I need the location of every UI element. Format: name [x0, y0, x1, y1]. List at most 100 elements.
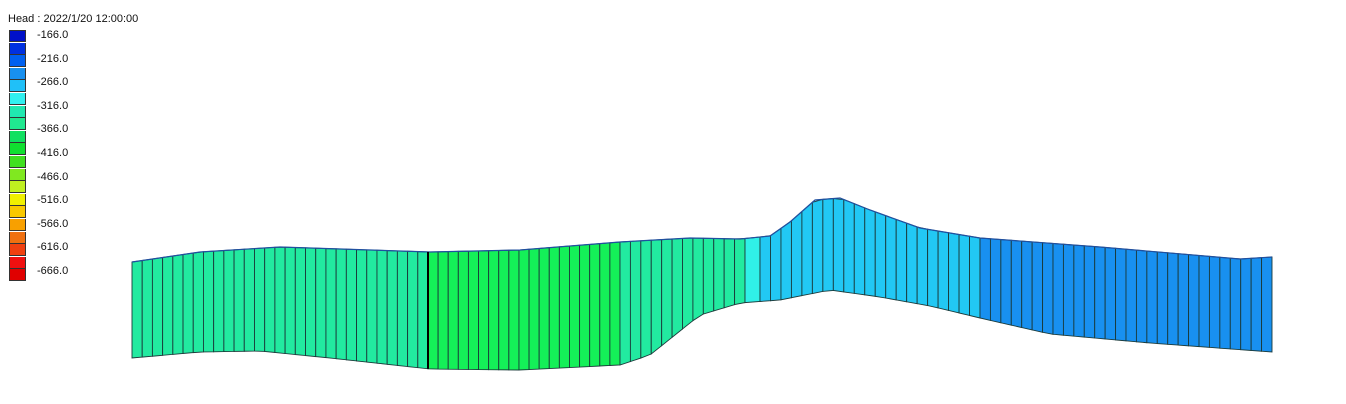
model-cell	[528, 247, 540, 371]
model-cell	[548, 246, 560, 370]
model-cell	[294, 247, 306, 357]
model-cell	[874, 211, 887, 299]
legend-swatch	[9, 67, 26, 80]
model-cell	[1135, 249, 1148, 344]
model-cell	[906, 222, 918, 305]
model-cell	[182, 252, 194, 354]
model-cell	[937, 230, 950, 312]
legend-swatch	[9, 219, 26, 231]
model-cell	[1052, 242, 1064, 336]
model-cell	[1250, 257, 1263, 352]
model-cell	[916, 226, 929, 307]
model-cell	[629, 240, 642, 363]
legend-swatch	[9, 193, 26, 206]
legend-label: -516.0	[37, 194, 69, 207]
legend-swatch	[9, 118, 26, 131]
legend-label: -666.0	[37, 265, 69, 277]
model-cell	[284, 246, 296, 356]
model-cell	[558, 245, 570, 369]
model-cell	[518, 248, 530, 371]
legend-swatch	[9, 55, 26, 68]
model-cell	[927, 228, 939, 309]
model-cell	[213, 250, 225, 353]
model-cell	[1104, 246, 1117, 341]
legend-swatch	[9, 269, 26, 282]
model-cell	[692, 237, 704, 322]
legend-label: -266.0	[37, 76, 69, 89]
model-cell	[1208, 255, 1221, 349]
chart-title: Head : 2022/1/20 12:00:00	[8, 13, 139, 25]
legend-swatch	[9, 156, 26, 168]
model-cell	[141, 258, 153, 358]
model-cell	[427, 251, 439, 370]
model-cell	[437, 251, 449, 370]
model-cell	[1000, 239, 1012, 326]
model-cell	[1010, 239, 1023, 329]
model-cell	[979, 237, 991, 321]
model-cell	[811, 198, 824, 295]
model-cell	[1188, 254, 1200, 348]
model-cell	[274, 246, 286, 355]
model-cell	[661, 238, 673, 347]
model-cell	[315, 247, 327, 359]
model-cell	[713, 238, 725, 312]
model-cell	[254, 247, 266, 352]
model-cell	[1021, 240, 1033, 331]
model-cell	[780, 219, 792, 301]
model-cell	[325, 248, 337, 360]
model-cell	[1083, 245, 1096, 339]
model-cell	[853, 203, 866, 296]
water-table-line	[131, 197, 1273, 263]
model-cell	[223, 249, 235, 353]
model-cell	[233, 248, 245, 352]
legend-swatch	[9, 130, 26, 143]
model-cell	[895, 218, 908, 303]
model-cell	[1125, 248, 1137, 343]
legend-swatch	[9, 244, 26, 257]
model-cell	[1229, 257, 1242, 351]
model-cell	[702, 237, 715, 315]
model-cell	[958, 233, 970, 317]
model-cell	[759, 235, 771, 302]
model-cell	[131, 259, 143, 359]
model-cell	[305, 247, 317, 358]
model-cell	[192, 251, 204, 354]
model-cell	[885, 215, 897, 301]
model-cell	[734, 238, 746, 306]
legend-swatch	[9, 256, 26, 269]
model-cell	[969, 235, 981, 319]
legend-label: -366.0	[37, 123, 69, 136]
model-cell	[498, 249, 510, 371]
model-cell	[1115, 247, 1127, 342]
model-cell	[569, 244, 581, 368]
model-cell	[723, 238, 736, 309]
legend-label: -566.0	[37, 217, 69, 230]
legend-swatch	[9, 143, 26, 156]
model-cell	[843, 198, 855, 294]
model-cell	[1177, 253, 1190, 347]
legend-swatch	[9, 206, 26, 219]
legend-label: -166.0	[37, 29, 69, 41]
model-cell	[1146, 250, 1158, 345]
model-cell	[1219, 256, 1231, 350]
model-cell	[386, 250, 398, 366]
model-cell	[1094, 246, 1106, 340]
legend-label: -216.0	[37, 52, 69, 65]
model-cell	[396, 250, 409, 368]
model-cell	[243, 248, 255, 352]
legend-swatch	[9, 80, 26, 93]
model-cell	[1031, 241, 1044, 333]
model-cell	[822, 198, 834, 292]
model-cell	[447, 250, 459, 370]
model-cell	[1062, 243, 1075, 337]
model-cell	[1156, 251, 1169, 345]
model-cell	[609, 241, 621, 366]
model-cell	[508, 249, 520, 371]
model-cell	[650, 239, 663, 355]
model-cell	[538, 247, 550, 370]
model-cell	[864, 207, 876, 297]
model-cell	[172, 253, 184, 355]
model-cell	[619, 240, 631, 366]
legend-swatch	[9, 105, 26, 118]
